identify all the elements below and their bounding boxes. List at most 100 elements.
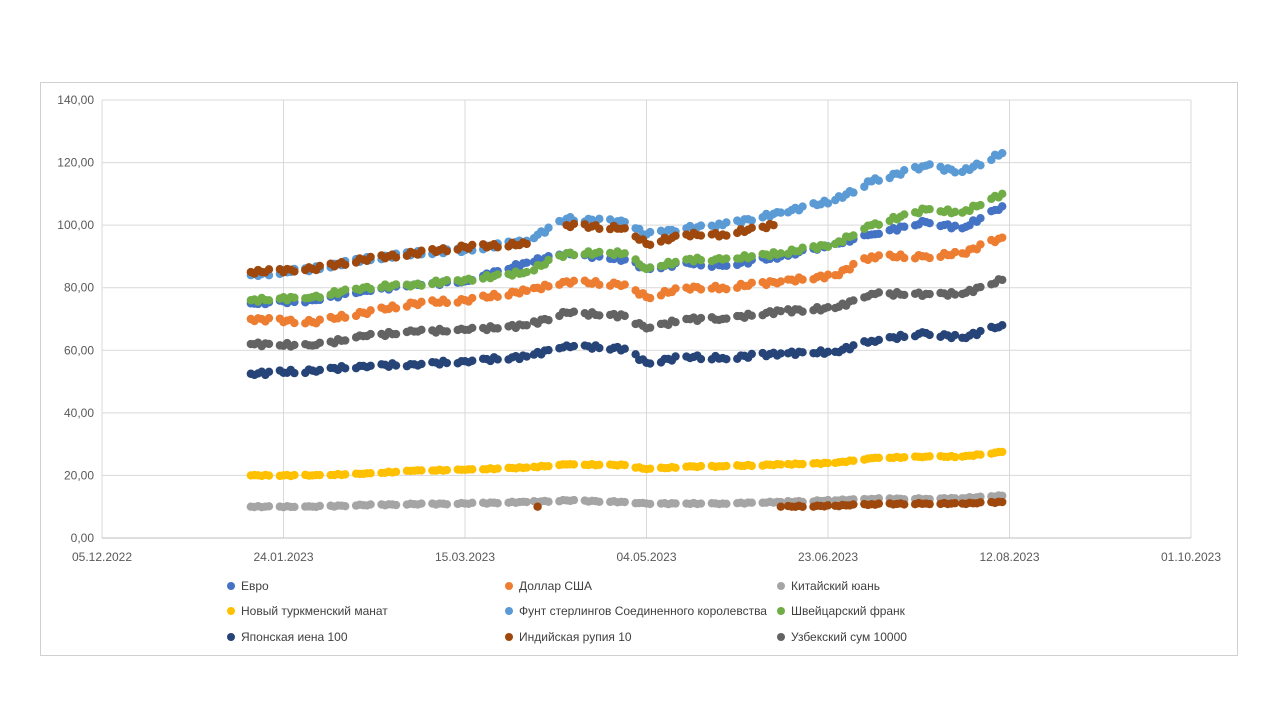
data-point <box>366 306 375 315</box>
data-point <box>776 249 786 258</box>
x-tick-label: 01.10.2023 <box>1161 550 1221 564</box>
data-point <box>645 227 655 237</box>
data-point <box>569 460 579 469</box>
data-point <box>849 231 858 240</box>
data-point <box>722 461 731 471</box>
data-point <box>823 270 833 279</box>
data-point <box>595 214 604 224</box>
data-point <box>671 231 680 240</box>
data-point <box>391 361 401 370</box>
data-point <box>290 368 299 378</box>
data-point <box>823 347 833 357</box>
data-point <box>442 246 452 256</box>
data-point <box>950 247 960 257</box>
data-point <box>776 306 786 316</box>
x-tick-label: 24.01.2023 <box>253 550 313 564</box>
data-point <box>569 276 579 286</box>
data-point <box>874 251 884 260</box>
x-tick-label: 15.03.2023 <box>435 550 495 564</box>
data-point <box>264 265 274 274</box>
data-point <box>366 252 375 262</box>
data-point <box>290 470 299 480</box>
data-point <box>391 467 401 476</box>
y-axis-ticks: 0,00 20,00 40,00 60,00 80,00 100,00 120,00 140,… <box>57 93 94 545</box>
data-point <box>798 275 807 284</box>
data-point <box>823 501 833 510</box>
data-point <box>722 284 731 294</box>
data-point <box>620 460 629 470</box>
legend-marker <box>777 633 785 641</box>
data-point <box>874 335 884 345</box>
data-point <box>522 239 531 249</box>
x-tick-label: 04.05.2023 <box>616 550 676 564</box>
legend-marker <box>777 582 785 590</box>
data-point <box>900 222 909 231</box>
y-tick-label: 60,00 <box>64 343 94 357</box>
data-point <box>950 207 960 217</box>
data-point <box>442 465 452 475</box>
y-tick-label: 120,00 <box>57 156 94 170</box>
legend-marker <box>227 633 235 641</box>
data-point <box>417 246 426 255</box>
data-point <box>645 359 655 368</box>
data-point <box>950 221 960 231</box>
data-point <box>315 261 324 271</box>
legend-marker <box>777 607 785 615</box>
x-tick-label: 05.12.2022 <box>72 550 132 564</box>
data-point <box>366 284 375 294</box>
data-point <box>522 267 531 277</box>
y-tick-label: 20,00 <box>64 468 94 482</box>
data-point <box>645 263 655 272</box>
data-point <box>722 231 731 240</box>
data-point <box>874 499 884 508</box>
data-point <box>722 218 731 227</box>
legend-label: Евро <box>241 579 269 593</box>
data-point <box>544 345 553 355</box>
data-point <box>925 330 934 340</box>
scatter-chart: 0,00 20,00 40,00 60,00 80,00 100,00 120,00 140,… <box>57 93 1221 644</box>
data-point <box>900 332 909 342</box>
data-point <box>341 285 350 294</box>
data-point <box>722 499 731 508</box>
data-point <box>769 220 778 230</box>
data-point <box>998 202 1007 211</box>
legend-label: Новый туркменский манат <box>241 604 388 618</box>
data-points <box>246 148 1007 512</box>
data-point <box>544 315 553 325</box>
legend-item: Швейцарский франк <box>777 604 906 618</box>
data-point <box>645 240 655 250</box>
legend-item: Доллар США <box>505 579 592 593</box>
data-point <box>493 324 502 333</box>
data-point <box>569 307 579 316</box>
data-point <box>522 497 531 507</box>
legend-item: Евро <box>227 579 269 593</box>
data-point <box>671 499 680 508</box>
data-point <box>264 502 274 511</box>
data-point <box>976 498 985 507</box>
data-point <box>645 293 655 303</box>
data-point <box>391 304 401 313</box>
data-point <box>522 286 531 296</box>
data-point <box>976 213 985 223</box>
data-point <box>849 188 858 197</box>
legend-marker <box>505 582 513 590</box>
data-point <box>366 500 375 509</box>
data-point <box>366 469 375 478</box>
data-point <box>366 361 375 370</box>
data-point <box>417 325 426 335</box>
data-point <box>341 336 350 345</box>
data-point <box>976 326 985 336</box>
data-point <box>315 365 324 375</box>
data-point <box>620 344 629 353</box>
y-tick-label: 100,00 <box>57 218 94 232</box>
data-point <box>569 495 579 505</box>
data-point <box>823 199 833 208</box>
legend-label: Доллар США <box>519 579 592 593</box>
data-point <box>544 497 553 506</box>
data-point <box>264 471 274 480</box>
data-point <box>823 242 833 251</box>
legend-item: Японская иена 100 <box>227 630 348 644</box>
data-point <box>976 200 985 210</box>
data-point <box>925 289 934 299</box>
data-point <box>671 257 680 267</box>
